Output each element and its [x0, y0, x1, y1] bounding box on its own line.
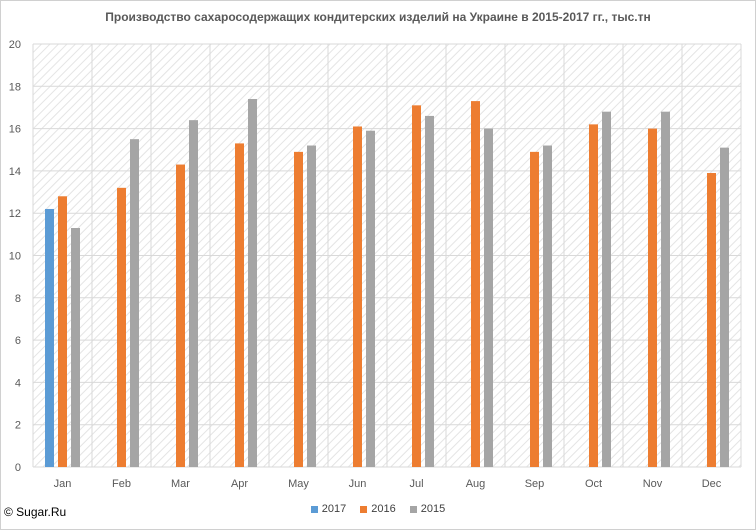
x-axis: Jan Feb Mar Apr May Jun Jul Aug Sep Oct Nov Dec: [54, 478, 722, 490]
gridlines: [32, 43, 742, 468]
legend-label: 2017: [321, 503, 347, 515]
bar-2015-nov: [661, 111, 670, 468]
bar-2016-may: [294, 151, 303, 468]
bar-2015-jun: [366, 130, 375, 467]
bar-2016-nov: [648, 128, 657, 467]
bar-2016-aug: [471, 101, 480, 467]
bar-2016-feb: [117, 187, 126, 467]
x-tick-label: Mar: [171, 478, 190, 490]
x-tick-label: Aug: [466, 478, 486, 490]
legend-swatch: [310, 505, 318, 513]
bar-2016-jun: [353, 126, 362, 468]
bar-2015-oct: [602, 111, 611, 468]
bar-2015-mar: [189, 120, 198, 467]
y-tick-label: 14: [9, 166, 21, 178]
x-tick-label: Dec: [702, 478, 722, 490]
bar-2016-jul: [412, 105, 421, 468]
legend-item: 2017: [310, 503, 347, 515]
y-tick-label: 0: [15, 462, 21, 474]
bar-2016-oct: [589, 124, 598, 468]
y-axis: 0 2 4 6 8 10 12 14 16 18 20: [9, 39, 21, 474]
x-tick-label: Jul: [409, 478, 423, 490]
bar-2015-may: [307, 145, 316, 467]
y-tick-label: 6: [15, 335, 21, 347]
legend-item: 2015: [409, 503, 446, 515]
legend-swatch: [409, 505, 417, 513]
x-tick-label: Sep: [525, 478, 545, 490]
bar-2015-dec: [720, 147, 729, 467]
x-tick-label: Jan: [54, 478, 72, 490]
x-tick-label: Oct: [585, 478, 602, 490]
bar-2015-feb: [130, 139, 139, 468]
bar-2016-mar: [176, 164, 185, 467]
y-tick-label: 16: [9, 124, 21, 136]
bar-2015-apr: [248, 98, 257, 468]
legend-swatch: [360, 505, 368, 513]
bar-2015-aug: [484, 128, 493, 467]
y-tick-label: 8: [15, 293, 21, 305]
x-tick-label: Apr: [231, 478, 248, 490]
legend-label: 2016: [371, 503, 396, 515]
x-tick-label: May: [288, 478, 309, 490]
legend: 2017 2016 2015: [0, 503, 756, 515]
bar-2016-apr: [235, 143, 244, 467]
bar-2016-dec: [707, 173, 716, 467]
y-tick-label: 12: [9, 208, 21, 220]
chart-title: Производство сахаросодержащих кондитерск…: [105, 10, 651, 24]
bar-2015-jan: [71, 228, 80, 467]
x-tick-label: Nov: [643, 478, 663, 490]
bar-2015-sep: [543, 145, 552, 467]
copyright-text: © Sugar.Ru: [4, 505, 67, 519]
x-tick-label: Jun: [349, 478, 367, 490]
bar-2015-jul: [425, 115, 434, 467]
legend-item: 2016: [360, 503, 396, 515]
x-tick-label: Feb: [112, 478, 131, 490]
bar-2017-jan: [45, 208, 54, 467]
y-tick-label: 18: [9, 81, 21, 93]
bar-2016-sep: [530, 151, 539, 468]
y-tick-label: 20: [9, 39, 21, 51]
bars: [45, 98, 729, 468]
bar-2016-jan: [58, 196, 67, 467]
y-tick-label: 10: [9, 251, 21, 263]
y-tick-label: 4: [15, 377, 21, 389]
y-tick-label: 2: [15, 420, 21, 432]
legend-label: 2015: [420, 503, 446, 515]
